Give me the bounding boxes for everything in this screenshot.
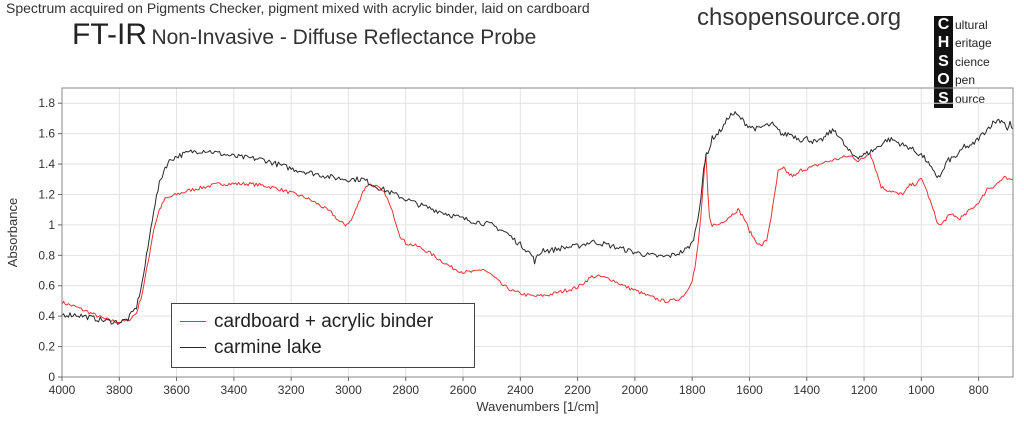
x-tick-label: 3400 [221, 383, 248, 397]
x-tick-label: 1800 [679, 383, 706, 397]
chart-title-main: FT-IR [72, 18, 147, 51]
x-axis-label: Wavenumbers [1/cm] [476, 399, 598, 414]
y-axis: 0 0.2 0.4 0.6 0.8 1 1.2 1.4 1.6 1.8 [38, 96, 62, 384]
logo-letter: S [938, 52, 949, 70]
y-tick-label: 1.8 [38, 96, 55, 110]
x-tick-label: 3200 [278, 383, 305, 397]
series-line-cardboard-binder [62, 152, 1013, 324]
logo-row: S ource [934, 90, 1024, 108]
x-tick-label: 1600 [736, 383, 763, 397]
y-tick-label: 0.8 [38, 248, 55, 262]
y-tick-label: 1.2 [38, 187, 55, 201]
y-tick-label: 1 [48, 218, 55, 232]
chsos-logo: C ultural H eritage S cience O pen S our… [934, 16, 1024, 108]
logo-letter: S [938, 89, 949, 107]
legend-label: cardboard + acrylic binder [214, 311, 434, 332]
x-tick-label: 3000 [335, 383, 362, 397]
y-tick-label: 0.2 [38, 340, 55, 354]
y-tick-label: 0 [48, 370, 55, 384]
series-line-carmine-lake [62, 111, 1013, 325]
chart-subtitle: Spectrum acquired on Pigments Checker, p… [6, 0, 590, 16]
logo-row: S cience [934, 53, 1024, 71]
legend: cardboard + acrylic binder carmine lake [171, 303, 475, 368]
x-tick-label: 3800 [106, 383, 133, 397]
series-group [62, 111, 1013, 325]
logo-word: ource [955, 91, 986, 106]
logo-bar [934, 16, 953, 108]
x-tick-label: 2800 [392, 383, 419, 397]
x-tick-label: 2400 [507, 383, 534, 397]
plot-frame [61, 87, 1014, 378]
y-tick-label: 1.6 [38, 127, 55, 141]
x-tick-label: 3600 [163, 383, 190, 397]
logo-row: H eritage [934, 34, 1024, 52]
x-tick-label: 2600 [450, 383, 477, 397]
legend-swatch [180, 347, 206, 348]
logo-word: ultural [955, 18, 988, 32]
x-tick-label: 1000 [908, 383, 935, 397]
x-tick-label: 1400 [793, 383, 820, 397]
chart-title-rest: Non-Invasive - Diffuse Reflectance Probe [151, 26, 537, 49]
x-tick-label: 1200 [851, 383, 878, 397]
logo-letter: H [937, 34, 950, 52]
logo-word: cience [955, 54, 990, 69]
logo-row: O pen [934, 71, 1024, 89]
y-tick-label: 0.6 [38, 279, 55, 293]
logo-letter: O [937, 71, 950, 89]
logo-letter: C [937, 16, 950, 33]
chart-title: FT-IR Non-Invasive - Diffuse Reflectance… [72, 18, 536, 52]
legend-label: carmine lake [214, 337, 322, 358]
x-tick-label: 2000 [622, 383, 649, 397]
legend-swatch [180, 321, 206, 322]
logo-word: pen [955, 73, 976, 88]
x-tick-label: 800 [969, 383, 989, 397]
y-tick-label: 0.4 [38, 309, 55, 323]
site-name: chsopensource.org [697, 4, 902, 31]
y-axis-label: Absorbance [5, 198, 20, 267]
y-tick-label: 1.4 [38, 157, 55, 171]
x-axis: 4000 3800 3600 3400 3200 3000 2800 2600 2400 2200… [49, 377, 989, 397]
x-tick-label: 2200 [564, 383, 591, 397]
x-tick-label: 4000 [49, 383, 76, 397]
logo-word: eritage [955, 36, 992, 51]
logo-row: C ultural [934, 16, 1024, 34]
